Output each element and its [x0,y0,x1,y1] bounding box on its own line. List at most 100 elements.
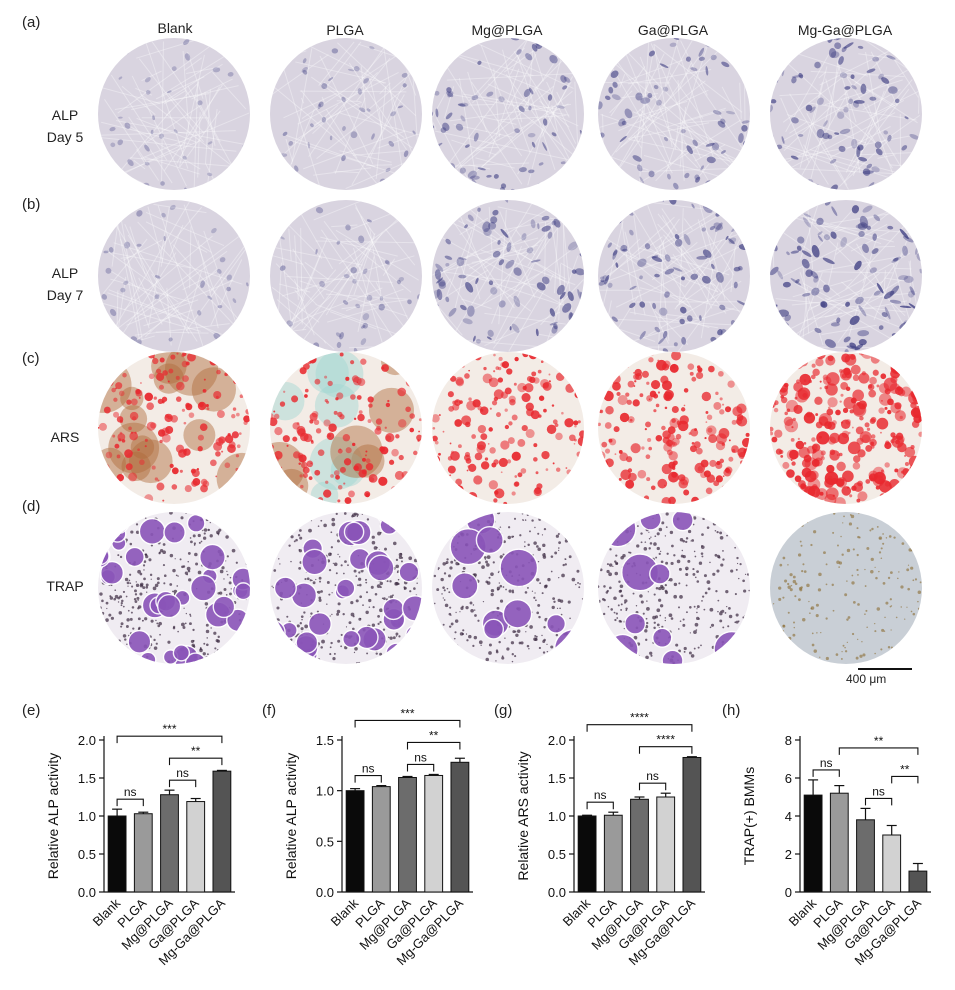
panel-label-f: (f) [262,702,277,719]
column-header-mg-ga-plga: Mg-Ga@PLGA [797,22,893,38]
micrograph-ars-3 [598,352,750,504]
row-label-line1: ARS [50,429,80,445]
y-tick-label: 1.0 [78,809,96,824]
bar-Mg-Ga@PLGA [450,761,470,893]
micrograph-ars-1 [270,352,422,504]
row-label-line2: Day 5 [46,129,84,145]
micrograph-trap-1 [270,512,422,664]
y-tick-label: 0.5 [316,834,334,849]
panel-label-h: (h) [722,702,741,719]
y-tick-label: 0.0 [78,885,96,900]
bar-Mg@PLGA [630,798,649,893]
micrograph-trap-0 [98,512,250,664]
row-label-alp-day5: ALP Day 5 [30,104,100,148]
y-tick-label: 1.5 [316,733,334,748]
y-tick-label: 1.5 [548,771,566,786]
y-tick-label: 2.0 [78,733,96,748]
micrograph-alp5-3 [598,38,750,190]
y-tick-label: 8 [785,733,792,748]
y-tick-label: 0.5 [548,847,566,862]
significance-bracket: ns [638,769,667,791]
panel-label-c: (c) [22,350,40,367]
micrograph-alp7-4 [770,200,922,352]
y-tick-label: 6 [785,771,792,786]
significance-bracket: **** [638,733,693,754]
micrograph-alp7-0 [98,200,250,352]
bar-Mg-Ga@PLGA [212,770,232,893]
micrograph-alp7-3 [598,200,750,352]
row-label-line1: TRAP [46,578,84,594]
y-tick-label: 4 [785,809,792,824]
bar-PLGA [829,792,849,893]
column-header-plga: PLGA [326,22,364,38]
significance-bracket: ns [168,766,197,788]
scale-bar [858,668,912,670]
micrograph-trap-4 [770,512,922,664]
micrograph-alp7-2 [432,200,584,352]
significance-label: **** [630,711,649,725]
bar-PLGA [603,814,623,893]
significance-bracket: ns [354,762,382,783]
significance-bracket: *** [116,722,223,744]
bar-Mg-Ga@PLGA [682,756,702,893]
panel-label-d: (d) [22,498,41,515]
bar-Blank [803,794,823,893]
chart-e: 0.0 0.5 1.0 1.5 2.0 Relative ALP activity Blan… [20,700,250,990]
panel-label-a: (a) [22,14,41,31]
micrograph-ars-0 [98,352,250,504]
significance-bracket: ** [838,734,919,755]
y-tick-label: 2.0 [548,733,566,748]
significance-bracket: ns [406,750,435,772]
micrograph-alp5-2 [432,38,584,190]
y-tick-label: 0.0 [548,885,566,900]
row-label-alp-day7: ALP Day 7 [30,262,100,306]
significance-bracket: **** [586,711,693,732]
panel-label-b: (b) [22,196,41,213]
micrograph-alp5-4 [770,38,922,190]
bar-Blank [577,815,597,893]
scale-bar-label: 400 μm [846,672,887,686]
bar-Ga@PLGA [424,774,444,893]
panel-label-g: (g) [494,702,513,719]
bar-Mg@PLGA [398,776,417,893]
column-header-blank: Blank [157,20,193,36]
bar-PLGA [133,813,153,893]
column-header-ga-plga: Ga@PLGA [637,22,709,38]
row-label-line1: ALP [51,107,79,123]
y-tick-label: 0.0 [316,885,334,900]
significance-label: ** [874,734,884,748]
significance-bracket: ** [406,728,461,750]
micrograph-alp5-0 [98,38,250,190]
significance-label: ns [176,766,189,780]
column-header-mg-plga: Mg@PLGA [471,22,543,38]
y-tick-label: 1.0 [548,809,566,824]
bar-Blank [107,815,127,893]
significance-bracket: ns [586,788,614,810]
y-tick-label: 1.0 [316,784,334,799]
panel-label-e: (e) [22,702,41,719]
y-axis-label: Relative ALP activity [45,753,61,880]
y-axis-label: TRAP(+) BMMs [741,767,757,865]
bar-Blank [345,790,365,893]
significance-label: ns [820,756,833,770]
chart-g: 0.0 0.5 1.0 1.5 2.0 Relative ARS activity Blan… [490,700,720,990]
significance-label: ns [362,762,375,776]
row-label-line1: ALP [51,265,79,281]
bar-Ga@PLGA [882,834,902,893]
micrograph-trap-2 [432,512,584,664]
y-tick-label: 1.5 [78,771,96,786]
bar-Mg-Ga@PLGA [908,870,928,893]
micrograph-alp5-1 [270,38,422,190]
y-tick-label: 0 [785,885,792,900]
significance-bracket: *** [354,706,461,728]
significance-bracket: ns [116,785,144,807]
bar-Mg@PLGA [160,794,179,893]
y-tick-label: 0.5 [78,847,96,862]
significance-label: **** [656,733,675,747]
micrograph-ars-4 [770,352,922,504]
y-tick-label: 2 [785,847,792,862]
significance-label: ns [414,750,427,764]
significance-label: ns [872,784,885,798]
y-axis-label: Relative ALP activity [283,753,299,880]
significance-label: ** [191,744,201,758]
